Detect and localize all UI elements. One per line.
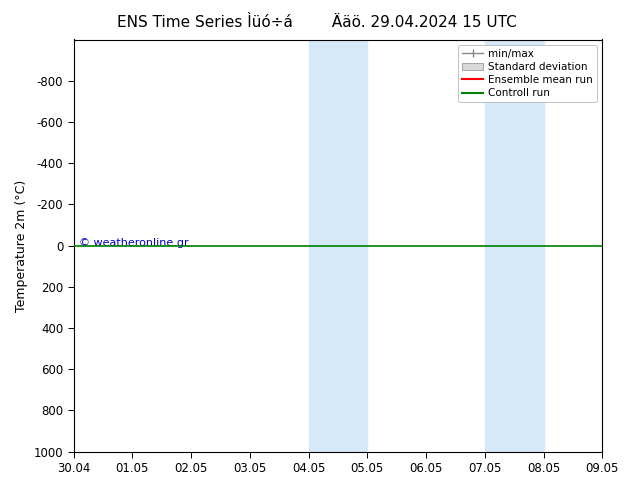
Text: ENS Time Series Ìüó÷á        Ääö. 29.04.2024 15 UTC: ENS Time Series Ìüó÷á Ääö. 29.04.2024 15… [117, 15, 517, 30]
Bar [309, 40, 367, 452]
Bar [485, 40, 543, 452]
Y-axis label: Temperature 2m (°C): Temperature 2m (°C) [15, 179, 28, 312]
Legend: min/max, Standard deviation, Ensemble mean run, Controll run: min/max, Standard deviation, Ensemble me… [458, 45, 597, 102]
Text: © weatheronline.gr: © weatheronline.gr [79, 239, 188, 248]
